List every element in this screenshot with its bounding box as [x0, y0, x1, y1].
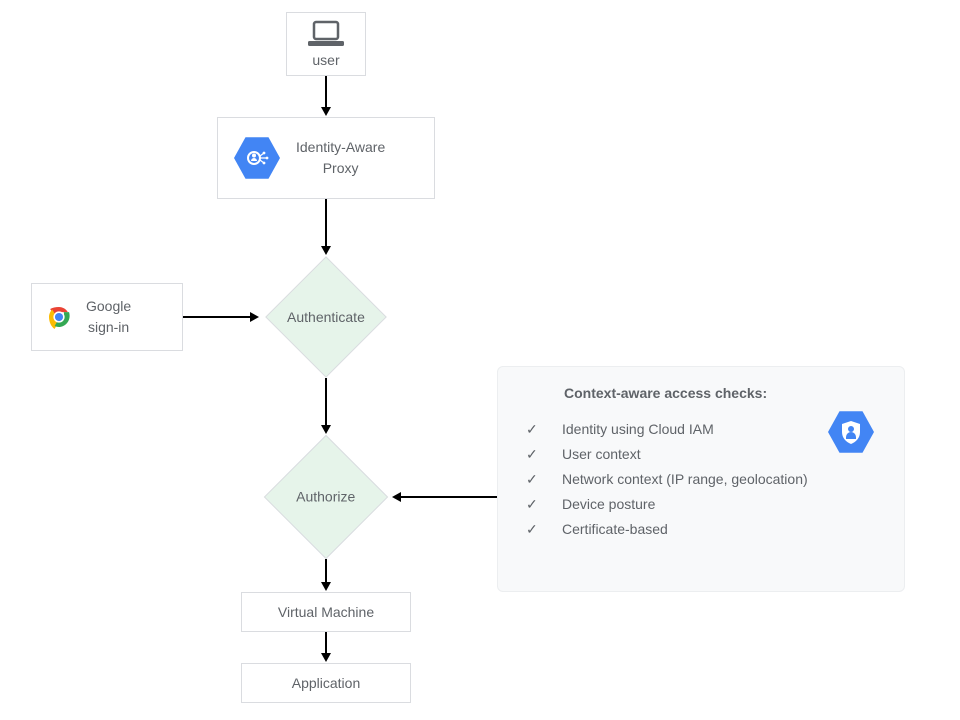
context-checks-list: Identity using Cloud IAM User context Ne…	[526, 417, 880, 542]
arrow-authz-to-vm-head	[321, 582, 331, 591]
arrow-vm-to-app	[325, 632, 327, 654]
signin-label-line1: Google	[86, 296, 131, 317]
chrome-icon	[44, 302, 74, 332]
application-label: Application	[292, 675, 361, 691]
authenticate-label: Authenticate	[287, 309, 365, 325]
user-label: user	[312, 52, 339, 68]
arrow-signin-to-auth	[183, 316, 251, 318]
arrow-context-to-authz-head	[392, 492, 401, 502]
iap-node: Identity-Aware Proxy	[217, 117, 435, 199]
user-node: user	[286, 12, 366, 76]
arrow-iap-to-auth	[325, 199, 327, 247]
context-checks-title: Context-aware access checks:	[564, 385, 880, 401]
signin-label-line2: sign-in	[86, 317, 131, 338]
application-node: Application	[241, 663, 411, 703]
arrow-vm-to-app-head	[321, 653, 331, 662]
context-check-item: Identity using Cloud IAM	[526, 417, 880, 442]
arrow-auth-to-authz-head	[321, 425, 331, 434]
context-check-item: Device posture	[526, 492, 880, 517]
authorize-label: Authorize	[296, 489, 355, 505]
iap-hexagon-icon	[234, 135, 280, 181]
laptop-icon	[306, 20, 346, 48]
context-checks-box: Context-aware access checks: Identity us…	[497, 366, 905, 592]
arrow-user-to-iap-head	[321, 107, 331, 116]
vm-node: Virtual Machine	[241, 592, 411, 632]
arrow-user-to-iap	[325, 76, 327, 108]
arrow-auth-to-authz	[325, 378, 327, 426]
arrow-signin-to-auth-head	[250, 312, 259, 322]
context-check-item: User context	[526, 442, 880, 467]
vm-label: Virtual Machine	[278, 604, 374, 620]
iap-label-line1: Identity-Aware	[296, 137, 385, 158]
iap-label-line2: Proxy	[296, 158, 385, 179]
arrow-authz-to-vm	[325, 559, 327, 583]
arrow-iap-to-auth-head	[321, 246, 331, 255]
authorize-node: Authorize	[264, 435, 388, 559]
context-check-item: Certificate-based	[526, 517, 880, 542]
context-check-item: Network context (IP range, geolocation)	[526, 467, 880, 492]
arrow-context-to-authz	[400, 496, 497, 498]
authenticate-node: Authenticate	[265, 256, 387, 378]
google-signin-node: Google sign-in	[31, 283, 183, 351]
